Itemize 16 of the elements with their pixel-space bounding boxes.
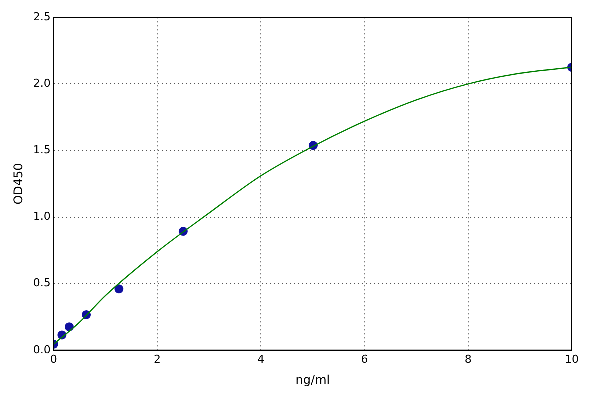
y-tick-label: 1.5 xyxy=(33,144,51,157)
y-tick-label: 2.0 xyxy=(33,77,51,90)
x-tick-label: 6 xyxy=(361,352,368,366)
x-tick-label: 10 xyxy=(565,352,579,366)
point xyxy=(64,322,74,332)
x-tick-label: 4 xyxy=(258,352,265,366)
y-tick-label: 2.5 xyxy=(33,10,51,24)
y-tick-label: 0.0 xyxy=(33,343,51,356)
y-axis-title: OD450 xyxy=(11,163,26,205)
x-tick-label: 0 xyxy=(50,352,58,366)
point xyxy=(114,284,124,294)
y-tick-label: 1.0 xyxy=(33,210,51,224)
x-axis-title: ng/ml xyxy=(296,372,330,387)
x-tick-label: 2 xyxy=(154,352,162,366)
x-tick-label: 8 xyxy=(464,352,472,366)
y-tick-label: 0.5 xyxy=(33,276,51,290)
